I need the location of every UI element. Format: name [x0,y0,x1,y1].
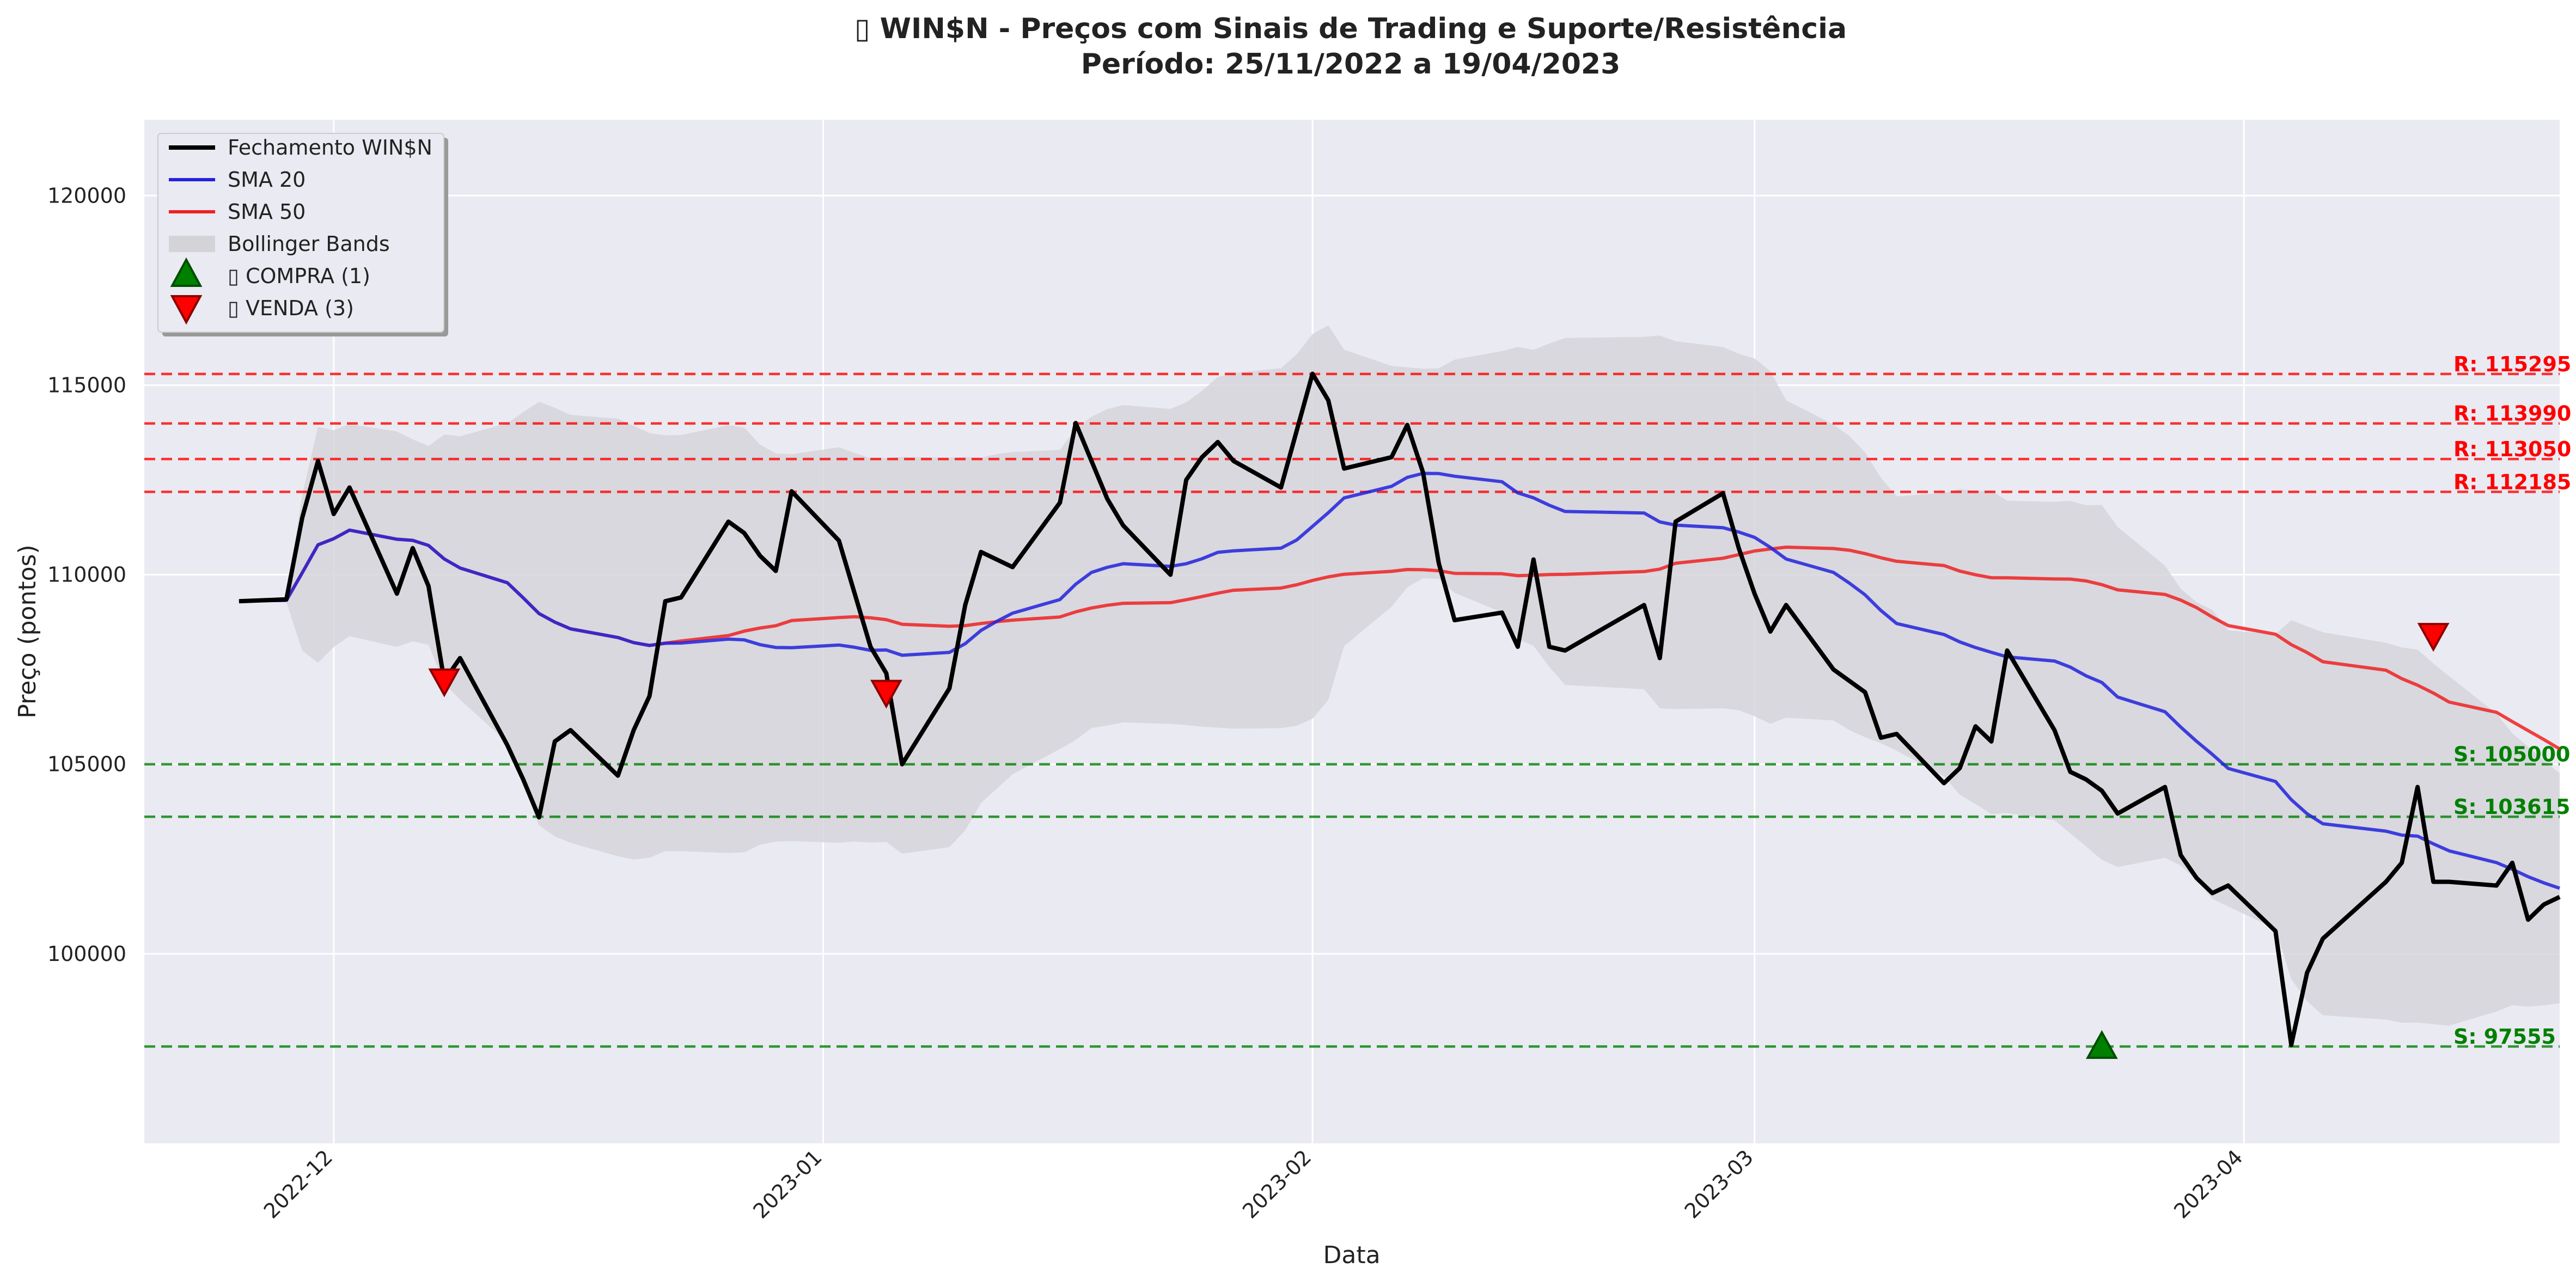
resistance-label: R: 112185 [2453,470,2571,494]
y-tick-label: 115000 [47,373,126,397]
x-tick-label: 2022-12 [259,1145,337,1223]
y-tick-label: 110000 [47,563,126,587]
y-tick-label: 105000 [47,752,126,776]
bollinger-bands [239,325,2560,1026]
legend-label-close: Fechamento WIN$N [228,136,432,160]
support-label: S: 105000 [2453,743,2570,767]
legend-label-sma20: SMA 20 [228,168,306,192]
legend-label-buy: ▯ COMPRA (1) [228,264,370,288]
x-axis-label: Data [1323,1241,1380,1269]
bollinger-band-area [239,325,2560,1026]
y-tick-label: 100000 [47,942,126,966]
legend-label-sell: ▯ VENDA (3) [228,296,354,320]
sma20-line [239,471,2560,890]
support-label: S: 103615 [2453,795,2570,819]
x-tick-label: 2023-01 [748,1145,826,1223]
chart-subtitle: Período: 25/11/2022 a 19/04/2023 [1081,48,1621,81]
buy-signal-marker [2085,1030,2118,1059]
x-tick-label: 2023-02 [1238,1145,1316,1223]
legend-swatch-buy [170,257,203,287]
x-tick-label: 2023-04 [2169,1145,2247,1223]
legend-box [157,133,444,333]
legend-label-sma50: SMA 50 [228,200,306,224]
legend-swatch-bands [169,236,215,252]
sell-signal-marker [428,668,461,697]
sell-signal-marker [2417,623,2450,652]
support-resistance-lines: R: 115295 R: 113990 R: 113050 R: 112185 S: 1… [144,352,2571,1049]
resistance-label: R: 115295 [2453,352,2571,376]
resistance-label: R: 113990 [2453,402,2571,426]
price-series [239,371,2561,1047]
legend: Fechamento WIN$N SMA 20 SMA 50 Bollinger Ba… [157,133,448,336]
sell-signal-marker [870,679,902,709]
y-axis-label: Preço (pontos) [14,544,41,718]
legend-swatch-sell [170,295,203,325]
close-price-line [239,371,2561,1047]
legend-label-bands: Bollinger Bands [228,232,390,256]
chart-title: ▯ WIN$N - Preços com Sinais de Trading e… [854,13,1847,45]
x-tick-label: 2023-03 [1680,1145,1758,1223]
resistance-label: R: 113050 [2453,437,2571,461]
support-label: S: 97555 [2453,1025,2556,1049]
y-tick-label: 120000 [47,183,126,207]
trading-signals [428,623,2450,1059]
